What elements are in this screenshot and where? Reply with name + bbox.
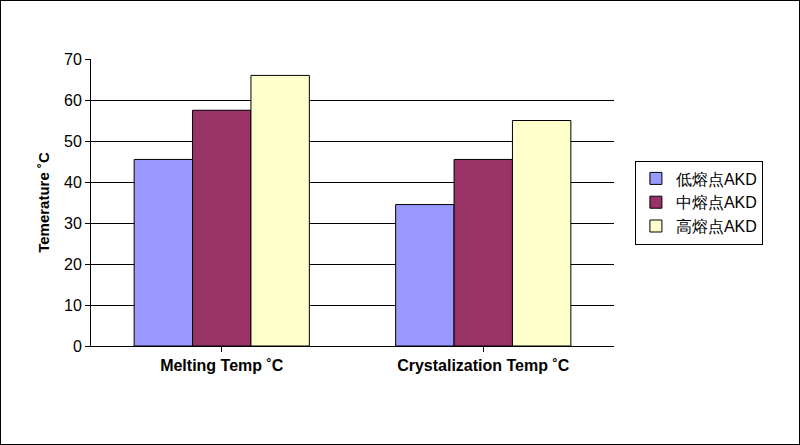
svg-text:Temerature ˚C: Temerature ˚C [35,152,52,253]
svg-text:70: 70 [64,51,82,68]
svg-text:40: 40 [64,174,82,191]
svg-text:中熔点AKD: 中熔点AKD [676,194,757,211]
svg-text:Crystalization Temp ˚C: Crystalization Temp ˚C [397,357,570,374]
svg-text:0: 0 [73,338,82,355]
svg-text:50: 50 [64,133,82,150]
svg-text:Melting Temp ˚C: Melting Temp ˚C [160,357,284,374]
svg-text:高熔点AKD: 高熔点AKD [676,218,757,235]
svg-text:60: 60 [64,92,82,109]
svg-text:30: 30 [64,215,82,232]
svg-text:20: 20 [64,256,82,273]
svg-text:低熔点AKD: 低熔点AKD [676,171,757,188]
svg-text:10: 10 [64,297,82,314]
